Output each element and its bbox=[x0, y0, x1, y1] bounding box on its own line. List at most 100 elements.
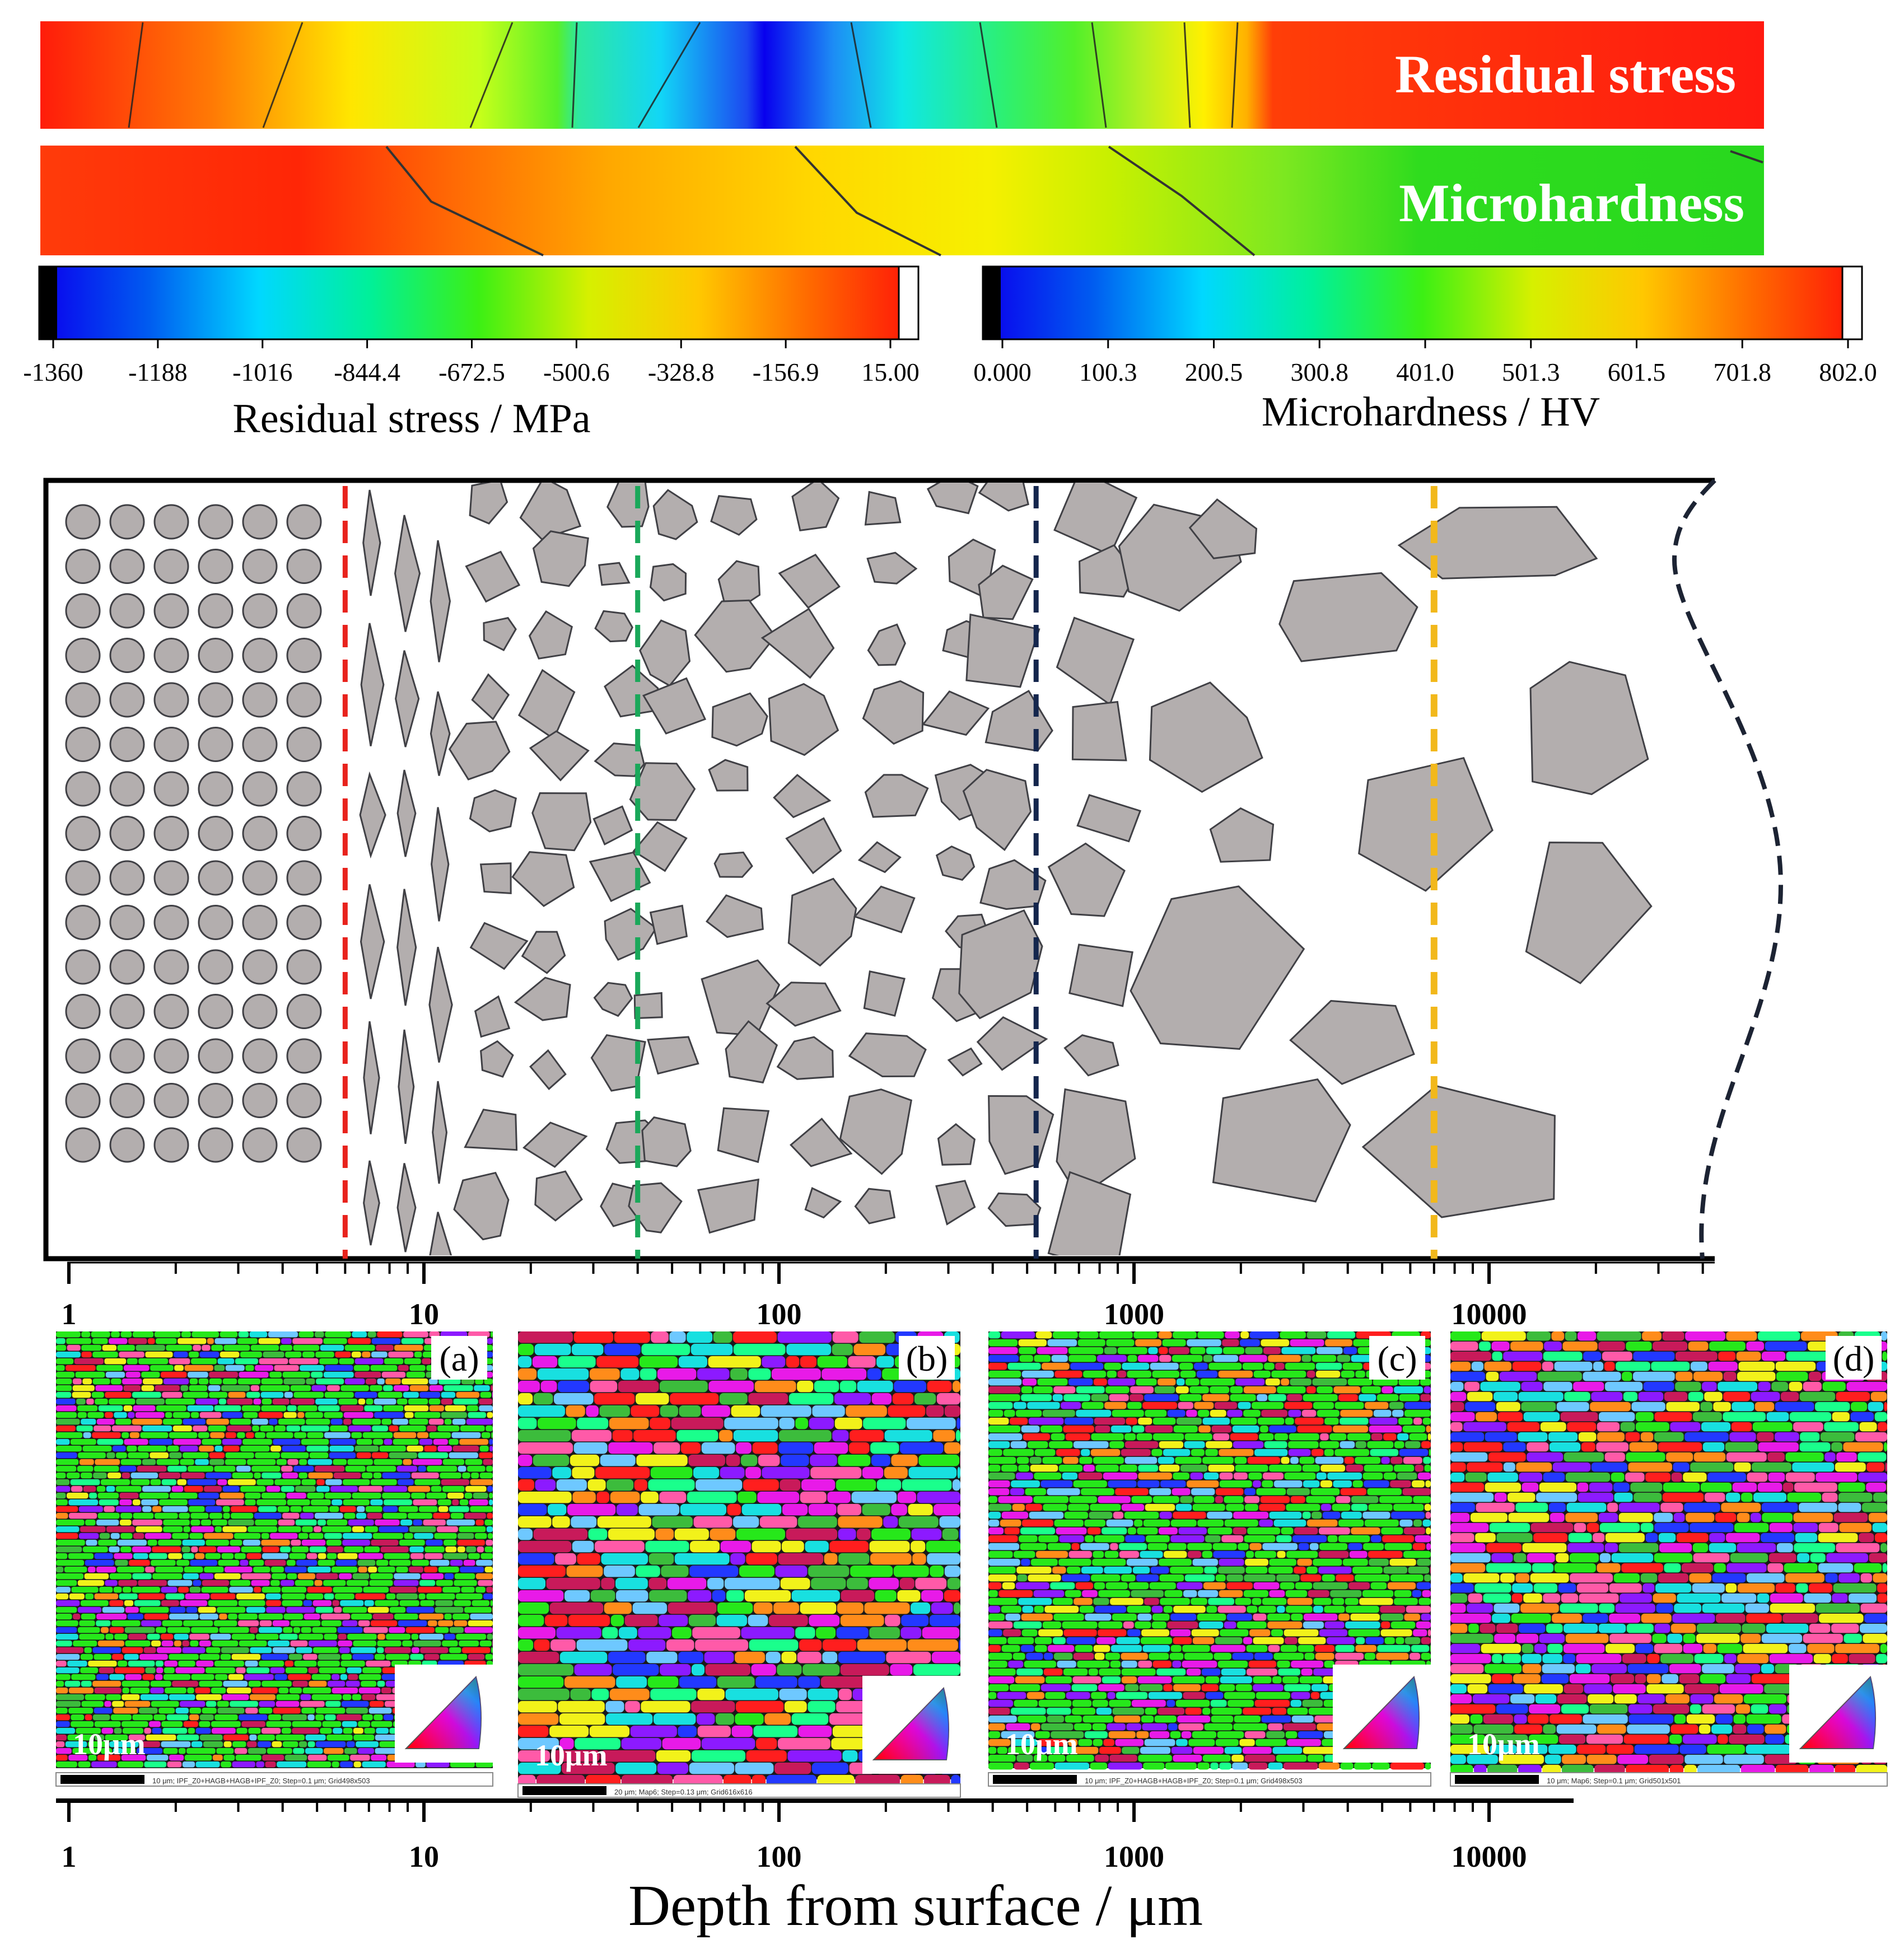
grain bbox=[532, 530, 589, 587]
grain bbox=[242, 549, 278, 584]
grain bbox=[804, 1187, 842, 1219]
grain bbox=[428, 947, 453, 1063]
grain bbox=[706, 894, 764, 938]
hardness-tick-label: 701.8 bbox=[1714, 358, 1772, 386]
axis-tick-label: 1 bbox=[62, 1297, 77, 1331]
grain bbox=[153, 593, 189, 629]
grain bbox=[522, 1121, 588, 1168]
grain bbox=[153, 994, 189, 1029]
panel-label: (c) bbox=[1377, 1339, 1417, 1378]
grain bbox=[153, 1038, 189, 1074]
grain bbox=[1289, 999, 1415, 1085]
grain bbox=[198, 1127, 234, 1163]
grain bbox=[242, 949, 278, 985]
grain bbox=[641, 1116, 692, 1167]
grain bbox=[863, 970, 906, 1017]
grain bbox=[1149, 681, 1263, 793]
grain bbox=[429, 1212, 452, 1255]
axis-tick-label: 10 bbox=[409, 1297, 439, 1331]
stress-tick-label: -328.8 bbox=[648, 358, 715, 386]
stress-tick-label: -1360 bbox=[23, 358, 83, 386]
grain bbox=[286, 1083, 322, 1118]
grain bbox=[598, 562, 631, 586]
grain bbox=[198, 994, 234, 1029]
grain bbox=[153, 905, 189, 940]
stress-colorbar-title: Residual stress / MPa bbox=[232, 396, 590, 442]
grain bbox=[432, 1081, 448, 1184]
grain bbox=[776, 1036, 834, 1080]
grain bbox=[778, 553, 841, 609]
ipf-color-key bbox=[862, 1676, 960, 1774]
scale-label: 10μm bbox=[73, 1727, 146, 1761]
ebsd-grain-pattern bbox=[988, 1331, 1431, 1770]
grain bbox=[153, 816, 189, 851]
ebsd-maps: (a) 10μm 10 μm; IPF_Z0+HAGB+HAGB+IPF_Z0; S… bbox=[55, 1331, 1888, 1798]
ipf-color-key bbox=[1333, 1665, 1431, 1763]
coarse-grains bbox=[1118, 498, 1653, 1218]
stress-contour-lines bbox=[128, 22, 1239, 128]
grain bbox=[109, 905, 145, 940]
grain bbox=[480, 1040, 514, 1078]
ebsd-grain-pattern bbox=[56, 1331, 493, 1768]
stress-tick-label: -844.4 bbox=[334, 358, 400, 386]
scale-label: 10μm bbox=[535, 1739, 608, 1772]
grain bbox=[697, 1178, 759, 1234]
hardness-tick-label: 100.3 bbox=[1079, 358, 1137, 386]
ebsd-map-d: (d) 10μm 10 μm; Map6; Step=0.1 μm; Grid501… bbox=[1450, 1331, 1888, 1787]
panel-label: (a) bbox=[439, 1339, 479, 1378]
depth-axis-title: Depth from surface / μm bbox=[628, 1873, 1203, 1938]
grain bbox=[1071, 700, 1127, 761]
grain bbox=[363, 1021, 380, 1134]
stress-tick-label: -156.9 bbox=[753, 358, 819, 386]
grain bbox=[1358, 756, 1494, 892]
zone-boundary-lines bbox=[342, 486, 1438, 1259]
grain bbox=[713, 851, 753, 878]
grain bbox=[787, 877, 857, 967]
grain bbox=[867, 623, 906, 666]
axis-tick-label: 100 bbox=[757, 1297, 802, 1331]
grain bbox=[483, 616, 517, 652]
grain bbox=[398, 1029, 415, 1144]
grain bbox=[866, 552, 918, 585]
grain bbox=[921, 690, 990, 736]
hardness-colorbar: 0.000 100.3 200.5 300.8 401.0 501.3 601.5 701.8… bbox=[973, 265, 1877, 435]
ebsd-map-c: (c) 10μm 10 μm; IPF_Z0+HAGB+HAGB+IPF_Z0; S… bbox=[988, 1331, 1431, 1787]
ebsd-map-a: (a) 10μm 10 μm; IPF_Z0+HAGB+HAGB+IPF_Z0; S… bbox=[55, 1331, 493, 1787]
grain bbox=[469, 922, 529, 970]
grain bbox=[153, 949, 189, 985]
grain bbox=[65, 905, 101, 940]
grain bbox=[717, 560, 761, 604]
grain bbox=[862, 680, 925, 745]
grain bbox=[935, 845, 976, 881]
axis-tick-label: 1000 bbox=[1104, 1297, 1164, 1331]
grain bbox=[65, 682, 101, 718]
grain bbox=[1068, 943, 1133, 1007]
grain bbox=[109, 504, 145, 540]
grain bbox=[1209, 807, 1275, 863]
grain bbox=[465, 550, 521, 603]
axis-tick-label: 1000 bbox=[1104, 1840, 1164, 1873]
grain bbox=[853, 885, 916, 933]
grain bbox=[531, 792, 592, 852]
grain bbox=[65, 860, 101, 896]
grain bbox=[153, 504, 189, 540]
stress-tick-label: -1188 bbox=[128, 358, 188, 386]
grain bbox=[109, 549, 145, 584]
scale-bar bbox=[60, 1775, 144, 1784]
grain bbox=[711, 692, 768, 747]
grain bbox=[628, 1182, 683, 1233]
grain bbox=[109, 771, 145, 807]
grain bbox=[1076, 794, 1142, 843]
grain bbox=[594, 610, 633, 643]
grain bbox=[65, 593, 101, 629]
grain bbox=[1361, 1085, 1556, 1218]
grain bbox=[109, 1127, 145, 1163]
grain bbox=[725, 1020, 778, 1084]
grain bbox=[198, 593, 234, 629]
grain bbox=[958, 909, 1043, 1020]
grain bbox=[242, 593, 278, 629]
grain bbox=[109, 682, 145, 718]
hardness-tick-label: 401.0 bbox=[1396, 358, 1454, 386]
grain bbox=[286, 994, 322, 1029]
